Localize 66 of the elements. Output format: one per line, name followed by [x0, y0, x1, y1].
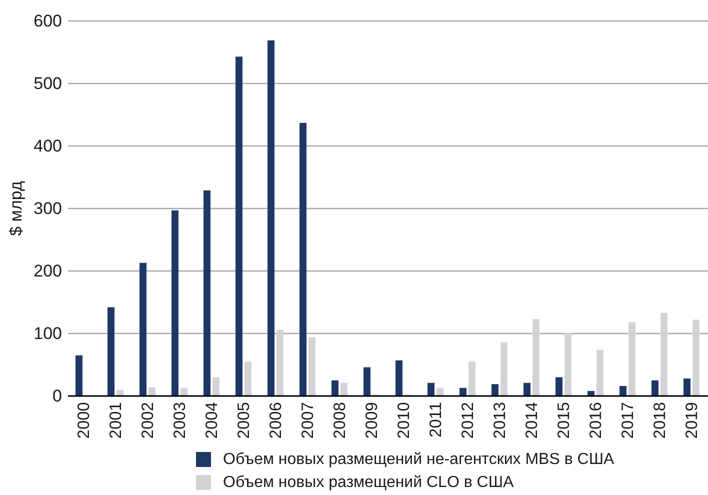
bar	[532, 319, 540, 396]
bar	[268, 40, 274, 396]
x-tick-label: 2005	[235, 402, 253, 439]
bar	[660, 312, 668, 396]
bar	[556, 377, 562, 396]
bar	[236, 56, 242, 396]
bar	[308, 337, 316, 396]
y-tick-label: 600	[34, 12, 62, 30]
x-tick-label: 2009	[363, 402, 381, 439]
bar	[628, 322, 636, 396]
y-tick-label: 200	[34, 262, 62, 280]
bar	[300, 122, 306, 396]
bar	[204, 190, 210, 396]
x-tick-label: 2002	[139, 402, 157, 439]
x-tick-label: 2013	[491, 402, 509, 439]
x-tick-label: 2019	[683, 402, 701, 439]
bar	[332, 380, 338, 396]
bar	[524, 382, 530, 396]
bar	[212, 377, 220, 396]
y-axis-title: $ млрд	[6, 181, 26, 236]
bar	[460, 388, 466, 396]
bar	[148, 387, 156, 396]
bar	[684, 378, 690, 396]
bar	[140, 262, 146, 396]
x-tick-label: 2000	[75, 402, 93, 439]
bar	[276, 330, 284, 396]
y-tick-label: 100	[34, 324, 62, 343]
bar	[564, 332, 572, 396]
bar	[500, 342, 508, 396]
bar	[588, 391, 594, 396]
x-tick-label: 2012	[459, 402, 477, 439]
y-tick-label: 300	[34, 199, 62, 218]
bar	[172, 210, 178, 396]
bar	[596, 350, 604, 396]
bar	[244, 362, 252, 396]
bar	[652, 380, 658, 396]
bar	[108, 307, 114, 396]
legend-label: Объем новых размещений CLO в США	[223, 474, 514, 491]
x-tick-label: 2008	[331, 402, 349, 439]
x-tick-label: 2014	[523, 402, 541, 439]
x-tick-label: 2001	[107, 402, 125, 439]
x-tick-label: 2006	[267, 402, 285, 439]
x-tick-label: 2015	[555, 402, 573, 439]
y-tick-label: 400	[34, 136, 62, 156]
x-tick-label: 2010	[395, 402, 413, 439]
bar	[364, 367, 370, 396]
x-tick-label: 2007	[299, 402, 317, 439]
bar	[436, 388, 444, 396]
x-tick-label: 2011	[427, 402, 445, 438]
bar	[340, 382, 348, 396]
y-tick-label: 500	[34, 74, 62, 93]
x-tick-label: 2018	[651, 402, 669, 439]
bar	[76, 355, 82, 396]
bar	[468, 362, 476, 396]
bar	[692, 320, 700, 396]
bar	[396, 360, 402, 396]
bar	[180, 388, 188, 396]
bar	[492, 384, 498, 396]
bar	[620, 386, 626, 396]
x-tick-label: 2017	[619, 402, 637, 439]
legend-label: Объем новых размещений не-агентских MBS в США	[223, 451, 614, 468]
x-tick-label: 2016	[587, 402, 605, 439]
x-tick-label: 2003	[171, 402, 189, 439]
y-tick-label: 0	[52, 386, 62, 406]
x-tick-label: 2004	[203, 402, 221, 439]
bar	[428, 382, 434, 396]
